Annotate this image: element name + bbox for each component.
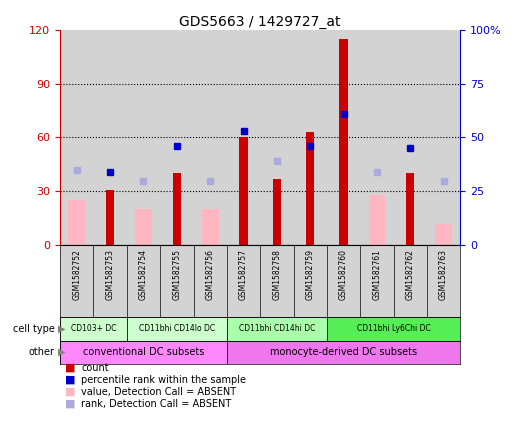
- Bar: [306, 132, 314, 245]
- Bar: [272, 179, 281, 245]
- Text: GSM1582756: GSM1582756: [206, 249, 214, 300]
- Bar: [135, 209, 152, 245]
- Text: GSM1582763: GSM1582763: [439, 249, 448, 300]
- Text: ■: ■: [65, 398, 76, 409]
- Text: conventional DC subsets: conventional DC subsets: [83, 347, 204, 357]
- Text: GSM1582757: GSM1582757: [239, 249, 248, 300]
- Text: GSM1582760: GSM1582760: [339, 249, 348, 300]
- Bar: [327, 317, 460, 341]
- Bar: [240, 137, 248, 245]
- Text: ■: ■: [65, 375, 76, 385]
- Bar: [406, 173, 414, 245]
- Text: GSM1582753: GSM1582753: [106, 249, 115, 300]
- Text: ▶: ▶: [58, 324, 65, 334]
- Text: count: count: [81, 363, 109, 373]
- Text: GSM1582762: GSM1582762: [406, 249, 415, 300]
- Bar: [60, 341, 227, 364]
- Text: value, Detection Call = ABSENT: value, Detection Call = ABSENT: [81, 387, 236, 397]
- Text: ▶: ▶: [58, 347, 65, 357]
- Bar: [227, 317, 327, 341]
- Text: rank, Detection Call = ABSENT: rank, Detection Call = ABSENT: [81, 398, 231, 409]
- Text: CD11bhi CD14hi DC: CD11bhi CD14hi DC: [238, 324, 315, 333]
- Text: GSM1582752: GSM1582752: [72, 249, 81, 300]
- Text: GSM1582761: GSM1582761: [372, 249, 381, 300]
- Text: monocyte-derived DC subsets: monocyte-derived DC subsets: [270, 347, 417, 357]
- Text: CD11bhi CD14lo DC: CD11bhi CD14lo DC: [139, 324, 215, 333]
- Text: ■: ■: [65, 363, 76, 373]
- Bar: [227, 341, 460, 364]
- Bar: [369, 195, 385, 245]
- Bar: [202, 209, 219, 245]
- Text: other: other: [29, 347, 55, 357]
- Text: ■: ■: [65, 387, 76, 397]
- Bar: [339, 38, 348, 245]
- Text: GSM1582755: GSM1582755: [173, 249, 181, 300]
- Bar: [127, 317, 227, 341]
- Bar: [69, 201, 85, 245]
- Text: cell type: cell type: [13, 324, 55, 334]
- Text: GSM1582758: GSM1582758: [272, 249, 281, 300]
- Text: GSM1582759: GSM1582759: [306, 249, 315, 300]
- Text: percentile rank within the sample: percentile rank within the sample: [81, 375, 246, 385]
- Bar: [60, 317, 127, 341]
- Bar: [106, 190, 115, 245]
- Bar: [435, 224, 452, 245]
- Text: GSM1582754: GSM1582754: [139, 249, 148, 300]
- Text: CD103+ DC: CD103+ DC: [71, 324, 116, 333]
- Bar: [173, 173, 181, 245]
- Text: CD11bhi Ly6Chi DC: CD11bhi Ly6Chi DC: [357, 324, 430, 333]
- Title: GDS5663 / 1429727_at: GDS5663 / 1429727_at: [179, 14, 341, 29]
